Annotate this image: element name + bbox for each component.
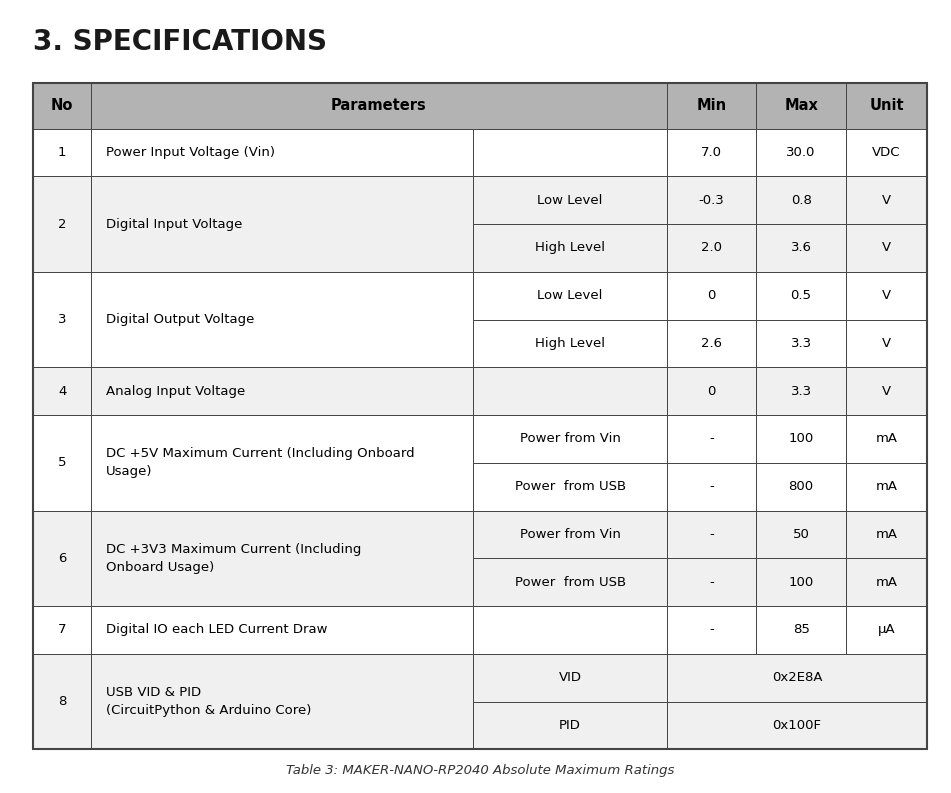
- Text: Power from Vin: Power from Vin: [519, 432, 621, 446]
- Text: 0: 0: [708, 289, 716, 302]
- Text: Low Level: Low Level: [537, 289, 603, 302]
- Text: 2: 2: [58, 217, 67, 231]
- Text: High Level: High Level: [535, 241, 605, 255]
- Text: Power  from USB: Power from USB: [514, 481, 626, 493]
- Text: 3: 3: [58, 313, 67, 326]
- Text: 3.3: 3.3: [790, 337, 811, 350]
- Text: Table 3: MAKER-NANO-RP2040 Absolute Maximum Ratings: Table 3: MAKER-NANO-RP2040 Absolute Maxi…: [286, 764, 674, 776]
- Text: Power from Vin: Power from Vin: [519, 528, 621, 541]
- Text: Parameters: Parameters: [331, 98, 427, 113]
- Text: mA: mA: [876, 432, 898, 446]
- Text: VDC: VDC: [872, 146, 901, 159]
- Text: mA: mA: [876, 481, 898, 493]
- Text: PID: PID: [559, 719, 581, 732]
- Text: High Level: High Level: [535, 337, 605, 350]
- Text: V: V: [882, 337, 891, 350]
- Text: 3.3: 3.3: [790, 385, 811, 398]
- Text: -: -: [709, 432, 714, 446]
- Text: 6: 6: [58, 552, 67, 565]
- Text: Power  from USB: Power from USB: [514, 576, 626, 588]
- Text: 2.6: 2.6: [701, 337, 722, 350]
- Text: 0: 0: [708, 385, 716, 398]
- Text: 4: 4: [58, 385, 67, 398]
- Text: -0.3: -0.3: [699, 193, 725, 207]
- Text: 7.0: 7.0: [701, 146, 722, 159]
- Text: Max: Max: [785, 98, 818, 113]
- Text: V: V: [882, 289, 891, 302]
- Text: 8: 8: [58, 695, 67, 708]
- Text: 3. SPECIFICATIONS: 3. SPECIFICATIONS: [33, 28, 327, 56]
- Text: -: -: [709, 576, 714, 588]
- Text: 2.0: 2.0: [701, 241, 722, 255]
- Text: DC +3V3 Maximum Current (Including
Onboard Usage): DC +3V3 Maximum Current (Including Onboa…: [107, 543, 361, 574]
- Text: Min: Min: [697, 98, 727, 113]
- Text: 800: 800: [788, 481, 814, 493]
- Text: Power Input Voltage (Vin): Power Input Voltage (Vin): [107, 146, 275, 159]
- Text: 0.8: 0.8: [790, 193, 811, 207]
- Text: Unit: Unit: [869, 98, 903, 113]
- Text: -: -: [709, 623, 714, 637]
- Text: μA: μA: [878, 623, 895, 637]
- Text: Digital IO each LED Current Draw: Digital IO each LED Current Draw: [107, 623, 328, 637]
- Text: -: -: [709, 528, 714, 541]
- Text: 1: 1: [58, 146, 67, 159]
- Text: 50: 50: [792, 528, 809, 541]
- Text: Low Level: Low Level: [537, 193, 603, 207]
- Text: Digital Input Voltage: Digital Input Voltage: [107, 217, 243, 231]
- Text: 0x100F: 0x100F: [772, 719, 822, 732]
- Text: V: V: [882, 241, 891, 255]
- Text: Analog Input Voltage: Analog Input Voltage: [107, 385, 245, 398]
- Text: mA: mA: [876, 576, 898, 588]
- Text: -: -: [709, 481, 714, 493]
- Text: 3.6: 3.6: [790, 241, 811, 255]
- Text: USB VID & PID
(CircuitPython & Arduino Core): USB VID & PID (CircuitPython & Arduino C…: [107, 686, 312, 717]
- Text: 100: 100: [788, 576, 814, 588]
- Text: 100: 100: [788, 432, 814, 446]
- Text: Digital Output Voltage: Digital Output Voltage: [107, 313, 255, 326]
- Text: 0.5: 0.5: [790, 289, 811, 302]
- Text: mA: mA: [876, 528, 898, 541]
- Text: 30.0: 30.0: [786, 146, 816, 159]
- Text: No: No: [51, 98, 73, 113]
- Text: V: V: [882, 193, 891, 207]
- Text: 7: 7: [58, 623, 67, 637]
- Text: DC +5V Maximum Current (Including Onboard
Usage): DC +5V Maximum Current (Including Onboar…: [107, 447, 415, 478]
- Text: V: V: [882, 385, 891, 398]
- Text: 85: 85: [792, 623, 809, 637]
- Text: 5: 5: [58, 456, 67, 469]
- Text: 0x2E8A: 0x2E8A: [772, 671, 823, 684]
- Text: VID: VID: [558, 671, 582, 684]
